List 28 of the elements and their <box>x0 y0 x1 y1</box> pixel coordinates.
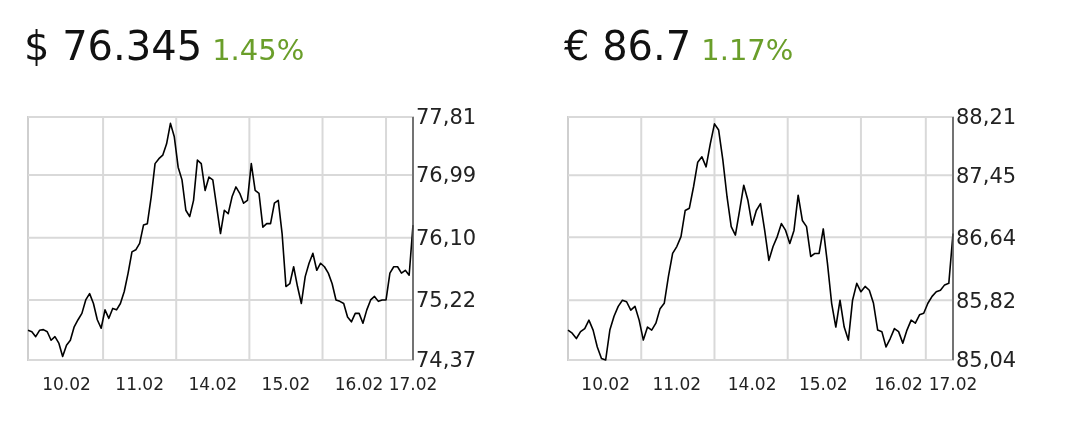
x-tick-label: 10.02 <box>581 374 630 394</box>
chart-title: $ 76.345 <box>24 23 203 69</box>
line-series <box>567 123 954 361</box>
y-tick-label: 85,04 <box>956 348 1017 373</box>
y-tick-label: 87,45 <box>956 163 1017 188</box>
chart-title: € 86.7 <box>564 23 692 69</box>
y-tick-label: 76,99 <box>416 163 477 188</box>
line-series <box>27 122 414 358</box>
x-tick-label: 16.02 <box>334 374 384 394</box>
y-tick-label: 76,10 <box>416 226 477 251</box>
x-tick-label: 11.02 <box>652 374 702 394</box>
chart-subtitle: 1.45% <box>212 33 305 67</box>
y-tick-label: 75,22 <box>416 288 477 313</box>
x-tick-label: 10.02 <box>42 374 91 394</box>
x-tick-label: 11.02 <box>115 374 164 394</box>
y-tick-label: 86,64 <box>956 225 1017 250</box>
x-tick-label: 17.02 <box>388 374 438 394</box>
y-tick-label: 85,82 <box>956 288 1017 313</box>
x-tick-label: 17.02 <box>928 374 978 394</box>
x-tick-label: 14.02 <box>188 374 238 394</box>
x-tick-label: 15.02 <box>261 374 311 394</box>
x-tick-label: 16.02 <box>874 374 923 394</box>
y-tick-label: 74,37 <box>416 348 477 373</box>
x-tick-label: 15.02 <box>798 374 848 394</box>
chart-subtitle: 1.17% <box>701 33 794 67</box>
y-tick-label: 88,21 <box>956 105 1017 130</box>
y-tick-label: 77,81 <box>416 105 477 130</box>
x-tick-label: 14.02 <box>727 374 777 394</box>
